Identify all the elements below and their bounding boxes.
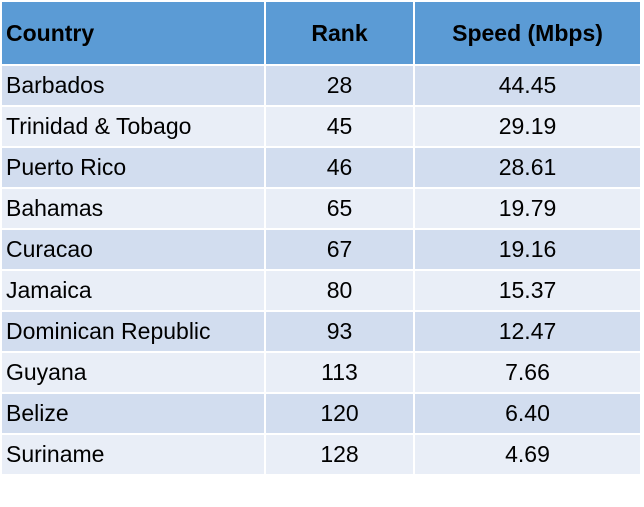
table-cell: 93 bbox=[266, 312, 413, 351]
table-cell: Suriname bbox=[2, 435, 264, 474]
table-header: Country Rank Speed (Mbps) bbox=[2, 2, 640, 64]
table-cell: 12.47 bbox=[415, 312, 640, 351]
table-cell: 67 bbox=[266, 230, 413, 269]
data-table: Country Rank Speed (Mbps) Barbados 28 44.45 T… bbox=[2, 2, 640, 474]
table-cell: Trinidad & Tobago bbox=[2, 107, 264, 146]
table-cell: Bahamas bbox=[2, 189, 264, 228]
table-cell: 46 bbox=[266, 148, 413, 187]
table-cell: 15.37 bbox=[415, 271, 640, 310]
table-row: Puerto Rico 46 28.61 bbox=[2, 148, 640, 187]
table-cell: 6.40 bbox=[415, 394, 640, 433]
table-cell: 65 bbox=[266, 189, 413, 228]
table-body: Barbados 28 44.45 Trinidad & Tobago 45 29.19 P… bbox=[2, 66, 640, 474]
table-cell: 113 bbox=[266, 353, 413, 392]
header-cell: Rank bbox=[266, 2, 413, 64]
table-cell: Puerto Rico bbox=[2, 148, 264, 187]
table-cell: 128 bbox=[266, 435, 413, 474]
table-cell: 45 bbox=[266, 107, 413, 146]
table-cell: 28 bbox=[266, 66, 413, 105]
table-cell: 4.69 bbox=[415, 435, 640, 474]
table-cell: 19.16 bbox=[415, 230, 640, 269]
table-row: Dominican Republic 93 12.47 bbox=[2, 312, 640, 351]
table-row: Curacao 67 19.16 bbox=[2, 230, 640, 269]
table-row: Guyana 113 7.66 bbox=[2, 353, 640, 392]
table-row: Bahamas 65 19.79 bbox=[2, 189, 640, 228]
header-cell: Country bbox=[2, 2, 264, 64]
table-cell: Dominican Republic bbox=[2, 312, 264, 351]
table-cell: Guyana bbox=[2, 353, 264, 392]
table-cell: Belize bbox=[2, 394, 264, 433]
table-cell: 80 bbox=[266, 271, 413, 310]
table-cell: 28.61 bbox=[415, 148, 640, 187]
table-row: Barbados 28 44.45 bbox=[2, 66, 640, 105]
table-cell: 29.19 bbox=[415, 107, 640, 146]
table-row: Trinidad & Tobago 45 29.19 bbox=[2, 107, 640, 146]
table-cell: 7.66 bbox=[415, 353, 640, 392]
table-cell: 44.45 bbox=[415, 66, 640, 105]
table-cell: Curacao bbox=[2, 230, 264, 269]
table-row: Belize 120 6.40 bbox=[2, 394, 640, 433]
header-cell: Speed (Mbps) bbox=[415, 2, 640, 64]
header-row: Country Rank Speed (Mbps) bbox=[2, 2, 640, 64]
table-cell: 120 bbox=[266, 394, 413, 433]
table-row: Jamaica 80 15.37 bbox=[2, 271, 640, 310]
table-cell: Jamaica bbox=[2, 271, 264, 310]
table-cell: Barbados bbox=[2, 66, 264, 105]
table-row: Suriname 128 4.69 bbox=[2, 435, 640, 474]
table-cell: 19.79 bbox=[415, 189, 640, 228]
